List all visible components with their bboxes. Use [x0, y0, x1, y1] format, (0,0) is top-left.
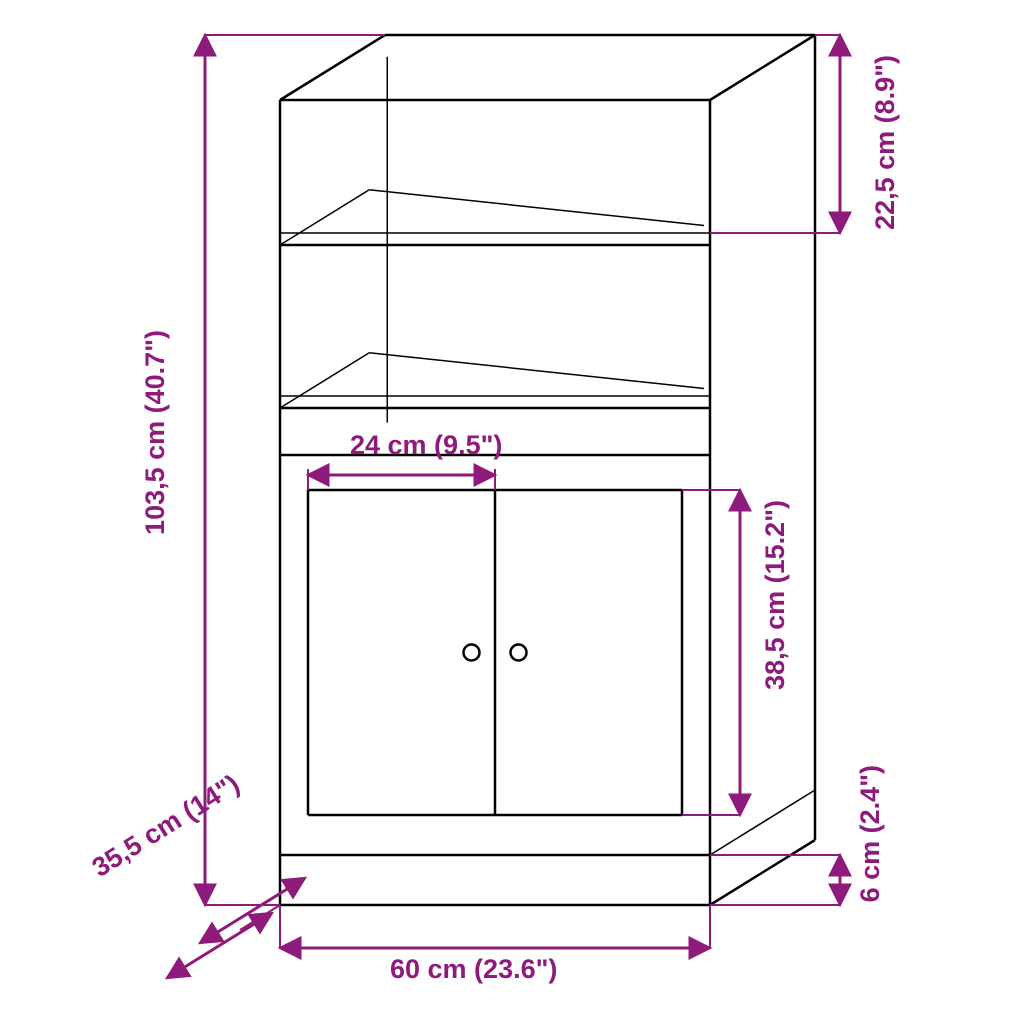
label-shelf-height: 22,5 cm (8.9") [870, 55, 901, 230]
label-total-height: 103,5 cm (40.7") [140, 330, 171, 535]
label-door-width: 24 cm (9.5") [350, 430, 502, 461]
cabinet-outline [280, 35, 815, 905]
label-base-height: 6 cm (2.4") [855, 765, 886, 902]
label-door-height: 38,5 cm (15.2") [760, 500, 791, 690]
label-width: 60 cm (23.6") [390, 954, 557, 985]
